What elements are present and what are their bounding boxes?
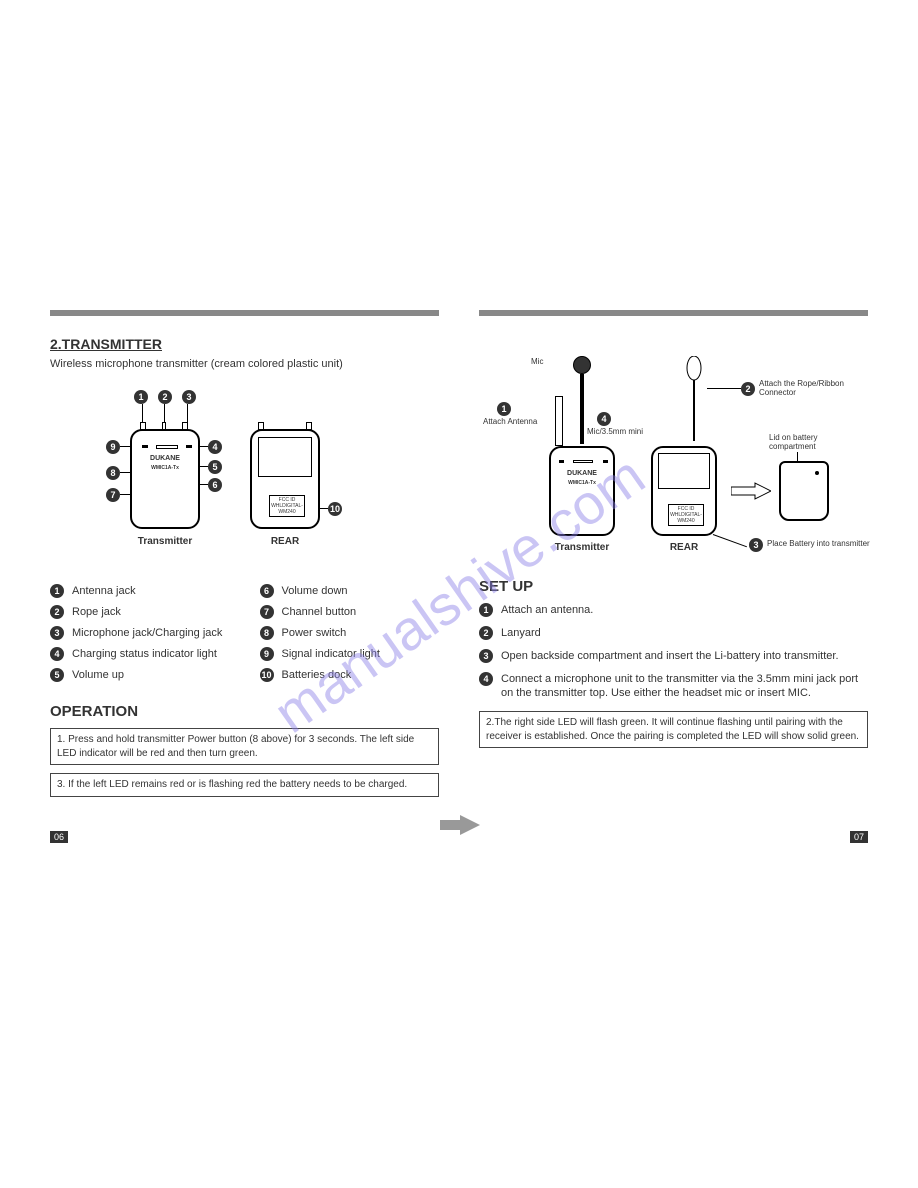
rear-jack-1	[258, 422, 264, 430]
co-5: 5	[208, 460, 222, 474]
label-place-battery: Place Battery into transmitter	[767, 540, 877, 549]
part-3: 3Microphone jack/Charging jack	[50, 626, 230, 640]
device-brand-r: DUKANE	[551, 470, 613, 477]
legend-col-left: 1Antenna jack 2Rope jack 3Microphone jac…	[50, 584, 230, 689]
part-1: 1Antenna jack	[50, 584, 230, 598]
sco-2: 2	[741, 382, 755, 396]
co-2: 2	[158, 390, 172, 404]
setup-diagram: DUKANE WMIC1A-Tx Transmitter FCC ID WHLD…	[479, 336, 868, 566]
part-5: 5Volume up	[50, 668, 230, 682]
parts-legend: 1Antenna jack 2Rope jack 3Microphone jac…	[50, 584, 439, 689]
sco-3: 3	[749, 538, 763, 552]
device-model: WMIC1A-Tx	[132, 465, 198, 471]
setup-label-rear: REAR	[649, 542, 719, 553]
setup-step-3: 3Open backside compartment and insert th…	[479, 649, 868, 664]
page-spread: 2.TRANSMITTER Wireless microphone transm…	[50, 310, 868, 805]
page-left: 2.TRANSMITTER Wireless microphone transm…	[50, 310, 439, 805]
op-step-2: 2.The right side LED will flash green. I…	[479, 711, 868, 748]
co-7: 7	[106, 488, 120, 502]
arrow-right-icon	[440, 815, 480, 835]
arrow-to-lid-icon	[731, 481, 771, 501]
led-right	[186, 445, 192, 448]
setup-device-rear: FCC ID WHLDIGITAL-WM240	[651, 446, 717, 536]
co-8: 8	[106, 466, 120, 480]
part-4: 4Charging status indicator light	[50, 647, 230, 661]
fcc-label-r: FCC ID WHLDIGITAL-WM240	[668, 504, 704, 526]
setup-step-4: 4Connect a microphone unit to the transm…	[479, 672, 868, 702]
label-mic-jack: Mic/3.5mm mini	[587, 428, 647, 437]
sco-4: 4	[597, 412, 611, 426]
fcc-label: FCC ID WHLDIGITAL-WM240	[269, 495, 305, 517]
co-9: 9	[106, 440, 120, 454]
part-2: 2Rope jack	[50, 605, 230, 619]
co-10: 10	[328, 502, 342, 516]
clip	[258, 437, 312, 477]
transmitter-diagram: DUKANE WMIC1A-Tx Transmitter FCC ID WHLD…	[50, 384, 439, 574]
setup-label-front: Transmitter	[547, 542, 617, 553]
label-attach-antenna: Attach Antenna	[483, 418, 537, 427]
part-10: 10Batteries dock	[260, 668, 440, 682]
led-left	[142, 445, 148, 448]
setup-step-1: 1Attach an antenna.	[479, 603, 868, 618]
label-attach-rope: Attach the Rope/Ribbon Connector	[759, 380, 849, 398]
battery-lid	[779, 461, 829, 521]
mic-head	[573, 356, 591, 374]
label-mic: Mic	[531, 358, 543, 367]
part-7: 7Channel button	[260, 605, 440, 619]
lanyard-icon	[679, 356, 709, 446]
co-3: 3	[182, 390, 196, 404]
co-4: 4	[208, 440, 222, 454]
page-number-right: 07	[850, 831, 868, 843]
mic-stem	[580, 374, 584, 444]
device-front: DUKANE WMIC1A-Tx	[130, 429, 200, 529]
section-subtitle: Wireless microphone transmitter (cream c…	[50, 358, 439, 370]
rear-jack-2	[306, 422, 312, 430]
jack-2	[162, 422, 166, 430]
setup-steps: 1Attach an antenna. 2Lanyard 3Open backs…	[479, 603, 868, 701]
op-step-3: 3. If the left LED remains red or is fla…	[50, 773, 439, 797]
top-bar-left	[50, 310, 439, 316]
setup-step-2: 2Lanyard	[479, 626, 868, 641]
operation-heading: OPERATION	[50, 703, 439, 720]
co-1: 1	[134, 390, 148, 404]
label-lid: Lid on battery compartment	[769, 434, 839, 452]
page-number-left: 06	[50, 831, 68, 843]
part-6: 6Volume down	[260, 584, 440, 598]
setup-heading: SET UP	[479, 578, 868, 595]
sco-1: 1	[497, 402, 511, 416]
jack-3	[182, 422, 188, 430]
antenna	[555, 396, 563, 446]
op-step-1: 1. Press and hold transmitter Power butt…	[50, 728, 439, 765]
setup-device-front: DUKANE WMIC1A-Tx	[549, 446, 615, 536]
device-model-r: WMIC1A-Tx	[551, 480, 613, 486]
device-rear: FCC ID WHLDIGITAL-WM240	[250, 429, 320, 529]
jack-1	[140, 422, 146, 430]
legend-col-right: 6Volume down 7Channel button 8Power swit…	[260, 584, 440, 689]
device-brand: DUKANE	[132, 455, 198, 462]
label-rear: REAR	[250, 536, 320, 547]
top-bar-right	[479, 310, 868, 316]
part-8: 8Power switch	[260, 626, 440, 640]
label-front: Transmitter	[130, 536, 200, 547]
page-right: DUKANE WMIC1A-Tx Transmitter FCC ID WHLD…	[479, 310, 868, 805]
part-9: 9Signal indicator light	[260, 647, 440, 661]
co-6: 6	[208, 478, 222, 492]
slider	[156, 445, 178, 449]
section-title: 2.TRANSMITTER	[50, 336, 439, 352]
